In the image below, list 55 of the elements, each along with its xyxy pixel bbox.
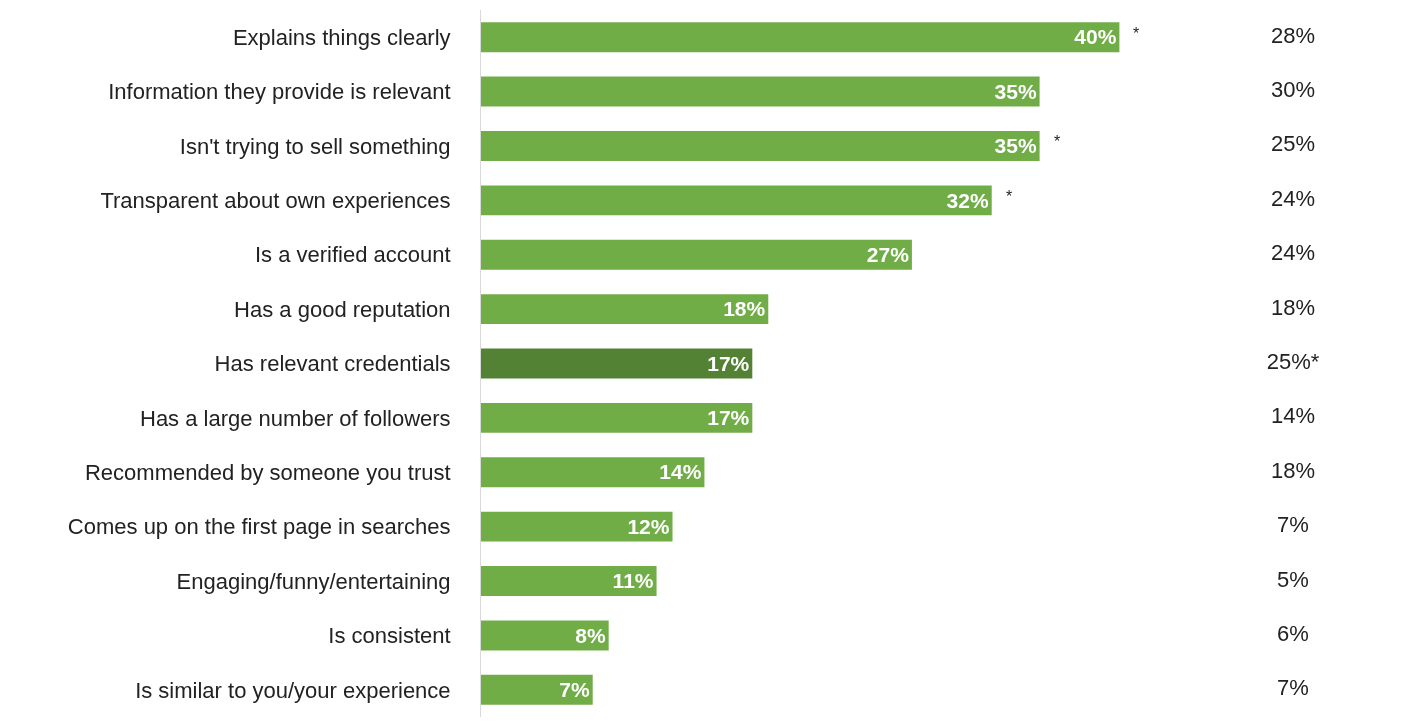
bar xyxy=(481,294,769,325)
bar xyxy=(481,185,992,216)
bar xyxy=(481,402,753,433)
bar xyxy=(481,22,1120,53)
data-label: 35% xyxy=(994,134,1037,158)
bar xyxy=(481,620,609,651)
bar xyxy=(481,76,1040,107)
data-label: 24% xyxy=(1270,240,1316,266)
y-tick-label: Recommended by someone you trust xyxy=(84,459,451,485)
y-tick-label: Has a large number of followers xyxy=(140,405,451,431)
data-label: 32% xyxy=(946,188,989,212)
y-tick-label: Transparent about own experiences xyxy=(100,188,451,214)
data-label: 18% xyxy=(723,297,766,321)
data-label: 7% xyxy=(1277,675,1309,701)
bar xyxy=(481,131,1040,161)
data-label: 18% xyxy=(1270,294,1316,320)
bar xyxy=(481,566,657,596)
data-label: 27% xyxy=(866,242,910,266)
data-label: 11% xyxy=(612,569,654,593)
y-tick-label: Comes up on the first page in searches xyxy=(67,514,451,540)
data-label: 14% xyxy=(659,460,702,484)
bar xyxy=(481,674,593,705)
bar xyxy=(481,457,705,488)
y-tick-label: Is a verified account xyxy=(254,242,451,268)
bar xyxy=(481,348,753,379)
y-tick-label: Explains things clearly xyxy=(232,24,451,50)
y-tick-label: Information they provide is relevant xyxy=(108,79,451,105)
data-label: 24% xyxy=(1270,185,1316,211)
bar xyxy=(481,511,673,542)
data-label: 35% xyxy=(994,79,1037,103)
data-label: 8% xyxy=(575,623,606,647)
data-label: 28% xyxy=(1270,22,1316,48)
data-label: 7% xyxy=(559,677,591,701)
data-label: 18% xyxy=(1270,457,1316,483)
data-label: 17% xyxy=(707,351,750,375)
annotation: * xyxy=(1006,188,1013,205)
annotation: * xyxy=(1133,25,1140,42)
y-tick-label: Has a good reputation xyxy=(234,296,451,322)
y-tick-label: Is consistent xyxy=(328,623,451,649)
y-tick-label: Is similar to you/your experience xyxy=(135,677,451,703)
data-label: 6% xyxy=(1277,620,1309,646)
y-tick-label: Has relevant credentials xyxy=(214,351,451,377)
bar xyxy=(481,239,912,270)
data-label: 40% xyxy=(1074,25,1117,49)
data-label: 30% xyxy=(1270,77,1316,103)
data-label: 25% xyxy=(1270,131,1316,157)
y-tick-label: Engaging/funny/entertaining xyxy=(176,568,451,594)
data-label: 25%* xyxy=(1266,349,1320,374)
data-label: 17% xyxy=(707,406,750,430)
data-label: 7% xyxy=(1277,512,1309,538)
annotation: * xyxy=(1054,133,1061,150)
data-label: 14% xyxy=(1270,403,1316,429)
data-label: 12% xyxy=(627,514,670,538)
data-label: 5% xyxy=(1277,566,1309,592)
y-tick-label: Isn't trying to sell something xyxy=(179,133,451,159)
